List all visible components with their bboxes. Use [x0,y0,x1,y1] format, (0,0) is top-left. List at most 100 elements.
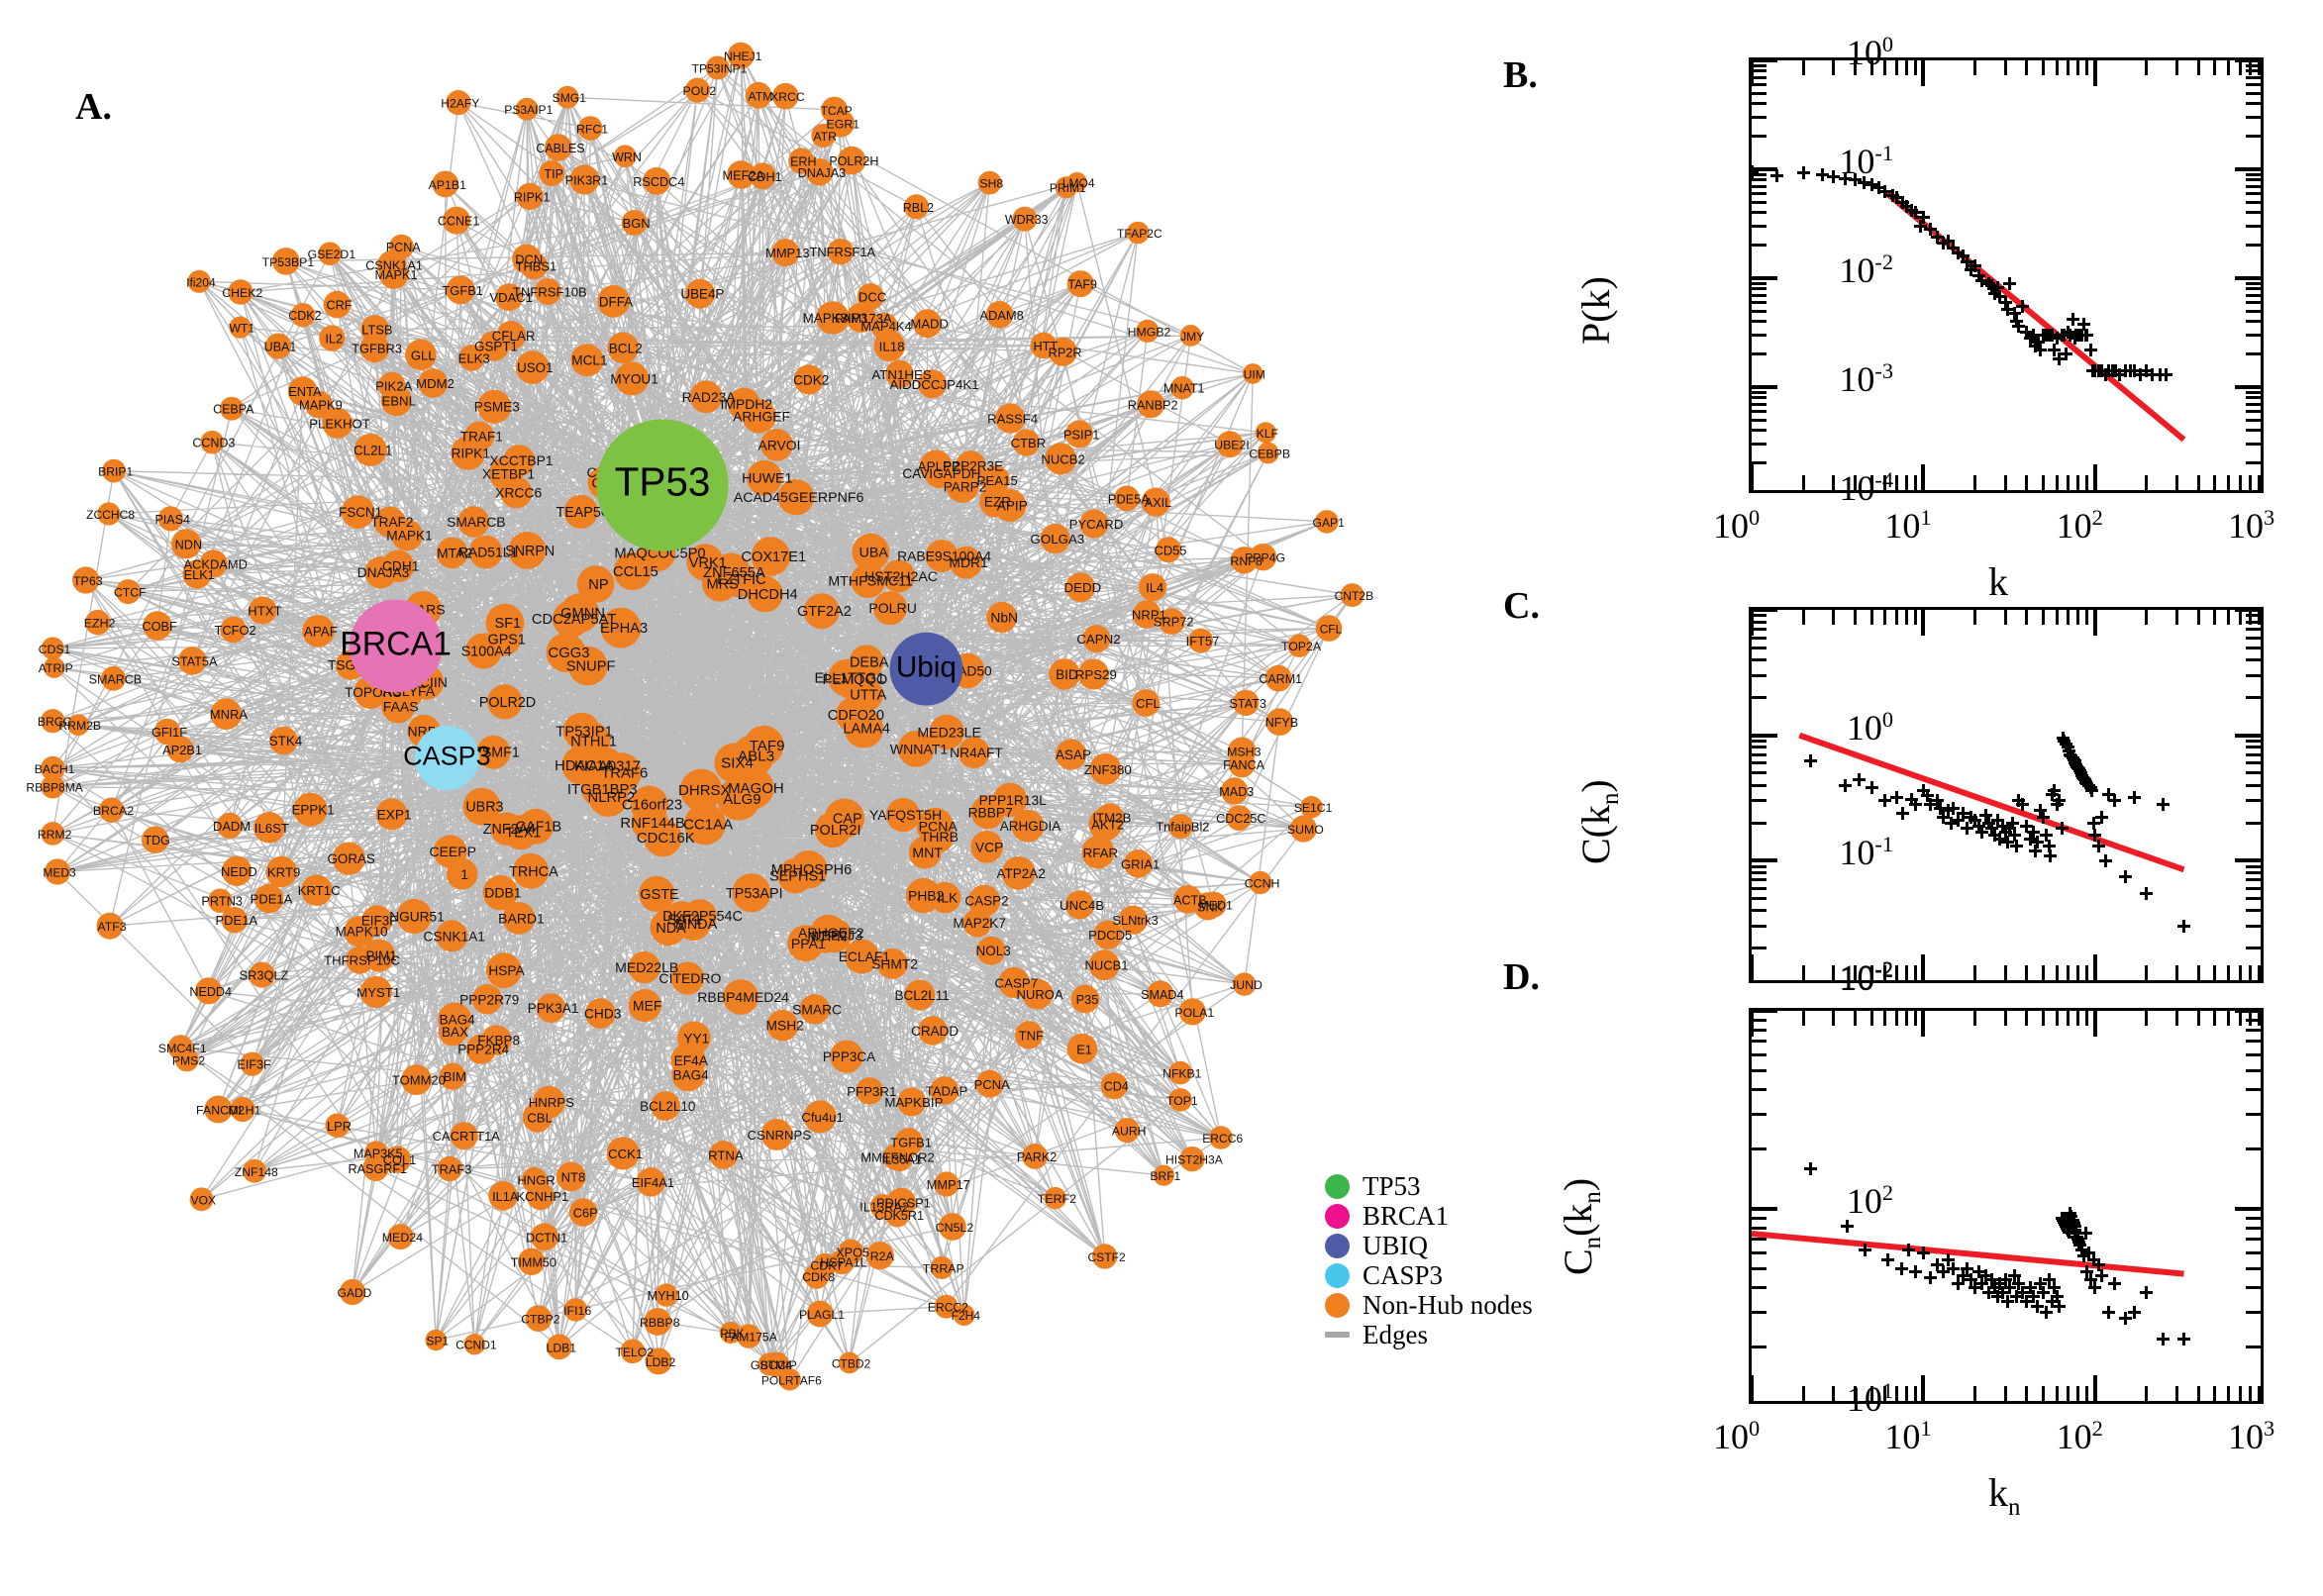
network-node[interactable] [563,1298,588,1322]
network-node[interactable] [41,709,65,734]
network-node[interactable] [570,344,604,377]
network-node[interactable] [325,1113,351,1139]
network-node[interactable] [917,369,948,399]
network-node[interactable] [243,1158,266,1183]
network-node[interactable] [821,96,848,124]
network-node[interactable] [153,718,181,746]
network-node[interactable] [1233,689,1260,716]
network-node[interactable] [302,615,335,648]
network-node[interactable] [835,697,871,733]
network-node[interactable] [195,977,223,1005]
network-node[interactable] [918,1016,948,1046]
network-node[interactable] [807,919,842,953]
network-node[interactable] [545,134,572,161]
network-node[interactable] [1228,737,1257,765]
network-node[interactable] [478,331,509,361]
network-node[interactable] [998,966,1030,999]
network-node[interactable] [885,797,921,833]
network-node[interactable] [559,593,600,633]
network-node[interactable] [1233,972,1257,996]
network-node[interactable] [803,1100,837,1134]
network-node[interactable] [929,714,964,750]
network-node[interactable] [1064,890,1094,920]
network-node[interactable] [856,1077,883,1105]
network-node[interactable] [727,42,755,69]
network-node[interactable] [569,164,600,195]
network-node[interactable] [216,812,244,840]
network-node[interactable] [534,278,561,305]
network-node[interactable] [1114,1118,1140,1144]
network-node[interactable] [1168,1088,1192,1112]
network-node[interactable] [536,993,566,1023]
network-node[interactable] [362,1154,389,1182]
network-node[interactable] [865,1242,894,1270]
network-node[interactable] [985,301,1014,329]
network-node[interactable] [837,146,866,175]
network-node[interactable] [142,826,169,853]
network-node[interactable] [760,429,793,461]
network-node[interactable] [747,575,783,613]
network-node[interactable] [446,275,475,305]
network-node[interactable] [249,961,275,988]
network-node[interactable] [904,194,929,220]
network-node[interactable] [1089,752,1122,785]
network-node[interactable] [645,1347,672,1375]
network-node[interactable] [1045,443,1077,475]
network-node[interactable] [436,920,468,952]
network-node[interactable] [727,160,756,189]
network-node[interactable] [745,81,772,109]
network-node[interactable] [526,1182,555,1211]
network-node[interactable] [495,283,523,312]
network-node[interactable] [556,85,579,109]
network-node[interactable] [1088,949,1120,981]
network-node[interactable] [651,1091,680,1121]
network-node[interactable] [742,399,776,434]
network-node[interactable] [606,1137,640,1170]
network-node[interactable] [387,1224,414,1250]
network-node[interactable] [644,1308,672,1336]
network-node[interactable] [546,1334,572,1360]
network-node[interactable] [830,1040,863,1073]
network-node[interactable] [1118,905,1148,935]
network-node[interactable] [41,774,65,799]
network-node[interactable] [515,97,539,121]
network-node[interactable] [72,566,100,594]
network-node[interactable] [613,145,637,168]
network-node[interactable] [844,939,879,974]
network-node[interactable] [838,1351,860,1374]
network-node[interactable] [437,1155,462,1182]
network-node[interactable] [381,689,415,724]
network-node[interactable] [684,77,711,103]
network-node[interactable] [1340,583,1364,608]
network-node[interactable] [1137,390,1165,419]
network-node[interactable] [1114,485,1140,512]
network-node[interactable] [849,645,884,679]
network-node[interactable] [115,579,141,605]
network-node[interactable] [1287,634,1311,657]
network-node[interactable] [1315,615,1343,642]
network-node[interactable] [607,332,640,364]
network-node[interactable] [1200,891,1227,918]
network-node[interactable] [143,611,172,641]
network-node[interactable] [265,855,297,888]
network-node[interactable] [502,902,536,935]
network-node[interactable] [401,1064,432,1096]
network-node[interactable] [977,170,1002,195]
network-node[interactable] [200,430,224,454]
network-node[interactable] [570,721,611,761]
network-node[interactable] [980,465,1010,495]
network-node[interactable] [157,506,183,532]
network-node[interactable] [373,506,406,538]
network-node[interactable] [1170,375,1194,400]
network-node[interactable] [485,603,525,643]
network-node[interactable] [96,912,124,940]
network-node[interactable] [924,457,955,489]
network-node[interactable] [1265,708,1294,737]
network-node[interactable] [721,561,758,598]
network-node[interactable] [709,1141,739,1169]
network-node[interactable] [446,90,471,116]
network-node[interactable] [962,908,992,938]
hub-node-casp3[interactable] [414,725,480,791]
network-node[interactable] [1147,980,1174,1008]
network-node[interactable] [628,989,661,1023]
